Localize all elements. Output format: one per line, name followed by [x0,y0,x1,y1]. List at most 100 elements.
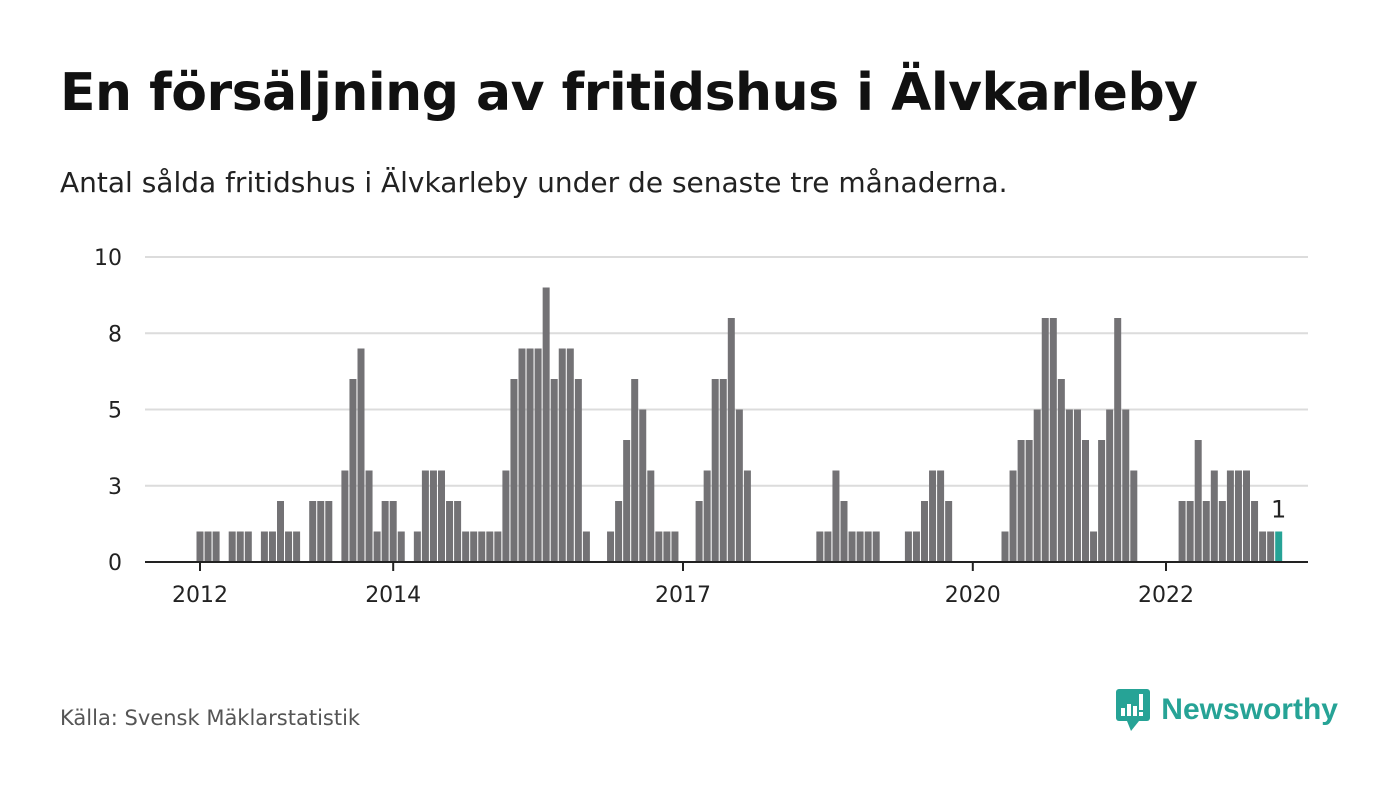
bar [647,470,655,562]
bar [373,531,381,562]
bar [1267,531,1275,562]
bar [1073,409,1081,562]
bar [615,501,623,562]
bar [1122,409,1130,562]
bar [921,501,928,562]
bar [582,531,590,562]
bar [1178,501,1186,562]
bar [1218,501,1226,562]
bar [236,531,244,562]
y-tick-label: 3 [108,475,122,500]
bar [1130,470,1138,562]
last-value-label: 1 [1271,496,1286,524]
bar [1234,470,1242,562]
bar [735,409,743,562]
bar [542,287,550,562]
bar [1186,501,1194,562]
bar [623,440,631,562]
bar [574,379,582,562]
bar [204,531,212,562]
bar [904,531,912,562]
source-note: Källa: Svensk Mäklarstatistik [60,706,361,730]
bar [607,531,615,562]
bar [840,501,848,562]
bar [945,501,953,562]
bar [856,531,864,562]
bar [1098,440,1106,562]
bar [510,379,518,562]
bar [309,501,317,562]
brand-logo[interactable]: Newsworthy [1115,688,1338,732]
bar [1082,440,1089,562]
y-tick-label: 0 [108,551,122,576]
bar [1114,318,1122,562]
bar [1065,409,1073,562]
bar [912,531,920,562]
newsworthy-logo-icon [1116,689,1151,731]
bar [478,531,486,562]
bar [429,470,437,562]
y-tick-label: 8 [108,322,122,347]
bar-chart: 0 3 5 8 10 2012 2014 2017 2020 2022 1 [94,246,1308,608]
bar [212,531,220,562]
bar [1049,318,1057,562]
bar [438,470,445,562]
bars [196,287,1283,562]
bar [1090,531,1098,562]
bar [848,531,856,562]
bar [454,501,462,562]
bar [244,531,252,562]
bar [1041,318,1049,562]
chart-subtitle: Antal sålda fritidshus i Älvkarleby unde… [60,166,1008,199]
x-tick-label: 2020 [945,583,1001,608]
bar [824,531,832,562]
y-tick-label: 5 [108,399,122,424]
bar [937,470,945,562]
bar [1033,409,1041,562]
bar [518,348,526,562]
bar [421,470,429,562]
bar [1001,531,1009,562]
bar [325,501,333,562]
x-tick-label: 2014 [365,583,421,608]
bar [446,501,454,562]
bar [293,531,301,562]
x-tick-label: 2017 [655,583,711,608]
bar [341,470,349,562]
bar [196,531,204,562]
x-axis-ticks: 2012 2014 2017 2020 2022 [172,562,1194,608]
bar [413,531,421,562]
bar [268,531,276,562]
bar [534,348,542,562]
bar [872,531,880,562]
bar [462,531,470,562]
bar [550,379,558,562]
x-tick-label: 2012 [172,583,228,608]
bar [502,470,510,562]
bar [470,531,478,562]
bar [526,348,534,562]
bar [494,531,502,562]
bar [727,318,735,562]
bar [1251,501,1259,562]
bar [1025,440,1033,562]
bar [277,501,284,562]
bar [228,531,236,562]
bar [695,501,703,562]
bar [1259,531,1267,562]
brand-name: Newsworthy [1161,693,1338,726]
bar [349,379,357,562]
bar [381,501,389,562]
bar [317,501,325,562]
bar [655,531,663,562]
bar [1202,501,1210,562]
bar [1057,379,1065,562]
bar [486,531,494,562]
chart-title: En försäljning av fritidshus i Älvkarleb… [60,63,1198,123]
bar [389,501,397,562]
bar [929,470,937,562]
bar [397,531,405,562]
bar [260,531,268,562]
bar [864,531,872,562]
bar [1194,440,1202,562]
